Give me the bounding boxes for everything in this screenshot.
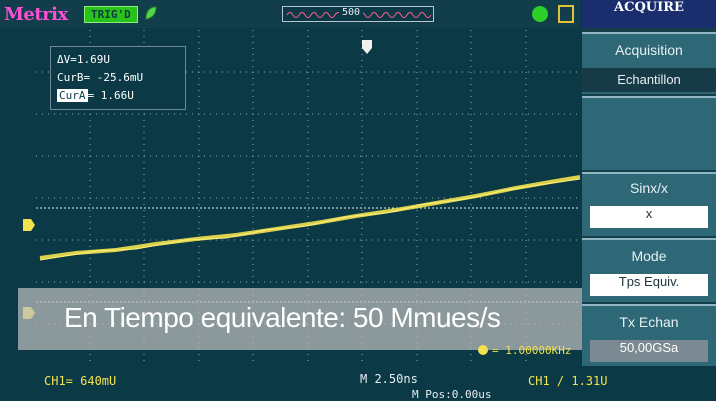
signal-trace xyxy=(39,175,580,260)
cursor-measurements: ΔV=1.69U CurB= -25.6mU CurA = 1.66U xyxy=(50,46,186,110)
brand-logo: Metrix xyxy=(4,4,68,25)
trigger-level: CH1 / 1.31U xyxy=(528,374,608,388)
sample-rate-softkey[interactable]: Tx Echan 50,00GSa xyxy=(582,304,716,366)
mode-softkey[interactable]: Mode Tps Equiv. xyxy=(582,238,716,302)
trigger-status-badge: TRIG'D xyxy=(84,6,138,23)
usb-icon xyxy=(558,5,574,23)
run-indicator-icon xyxy=(532,6,548,22)
frequency-value: = 1.00000KHz xyxy=(492,344,572,357)
menu-title: ACQUIRE xyxy=(582,0,716,28)
cursor-b-readout: CurB= -25.6mU xyxy=(57,71,144,84)
acquisition-softkey[interactable]: Acquisition Echantillon xyxy=(582,32,716,94)
delta-v-readout: ΔV=1.69U xyxy=(57,53,110,66)
timebase-readout: 500 xyxy=(339,7,364,18)
ch1-scale: CH1= 640mU xyxy=(44,374,117,388)
horizontal-position: M Pos:0.00us xyxy=(412,388,492,401)
cursor-a-readout: CurA = 1.66U xyxy=(57,89,134,102)
acquisition-label: Acquisition xyxy=(615,42,683,58)
sinx-softkey[interactable]: Sinx/x x xyxy=(582,172,716,236)
caption-text: En Tiempo equivalente: 50 Mmues/s xyxy=(64,302,501,333)
mode-value: Tps Equiv. xyxy=(590,274,708,296)
frequency-icon xyxy=(478,345,488,355)
sample-rate-label: Tx Echan xyxy=(619,314,679,330)
cursor-a-value: = 1.66U xyxy=(87,89,134,102)
sinx-label: Sinx/x xyxy=(629,180,669,196)
mode-label: Mode xyxy=(631,248,667,264)
bottom-status-bar: CH1= 640mU M 2.50ns M Pos:0.00us CH1 / 1… xyxy=(0,366,716,401)
sinx-value: x xyxy=(590,206,708,228)
acquisition-value: Echantillon xyxy=(582,68,716,92)
sample-rate-value: 50,00GSa xyxy=(590,340,708,362)
leaf-icon xyxy=(145,6,157,20)
time-per-div: M 2.50ns xyxy=(360,372,418,386)
channel-marker-icon xyxy=(23,219,35,231)
acquire-menu: ACQUIRE Acquisition Echantillon Sinx/x x… xyxy=(582,0,716,366)
status-bar: Metrix TRIG'D 500 xyxy=(0,0,580,28)
cursor-a-label: CurA xyxy=(57,89,88,102)
empty-softkey[interactable] xyxy=(582,96,716,170)
memory-position-strip: 500 xyxy=(282,6,434,22)
frequency-readout: = 1.00000KHz xyxy=(478,344,571,357)
trigger-marker-icon xyxy=(362,40,372,54)
caption-overlay: En Tiempo equivalente: 50 Mmues/s xyxy=(18,288,582,350)
